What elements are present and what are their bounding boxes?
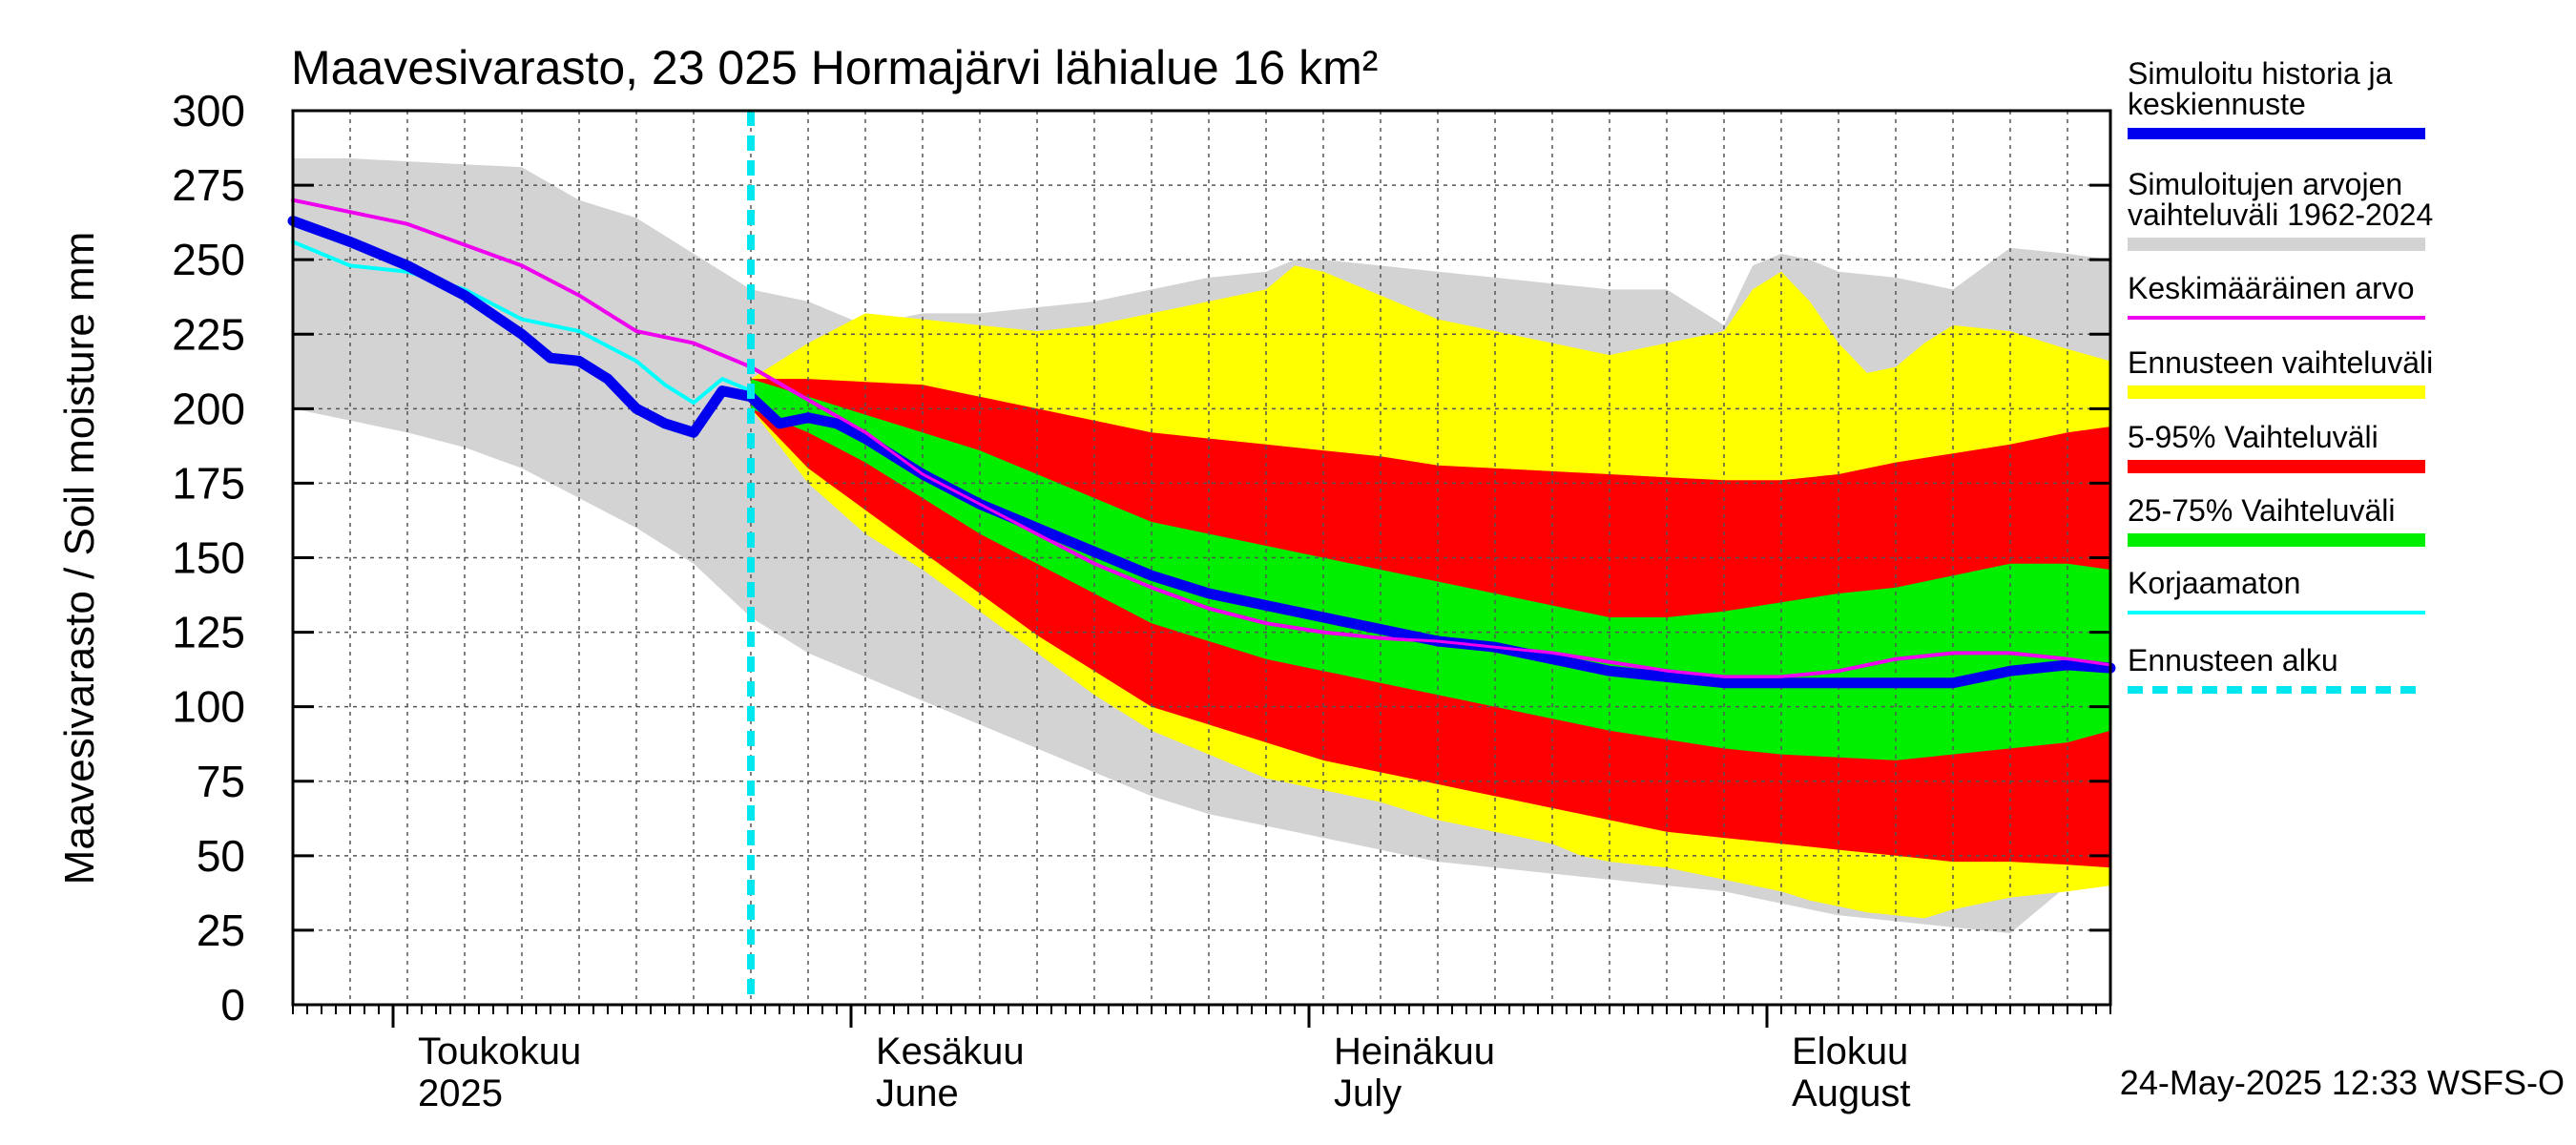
x-month-label: Heinäkuu: [1334, 1030, 1495, 1072]
series-layer: [287, 198, 2116, 689]
legend-label: Simuloitu historia ja: [2128, 56, 2393, 91]
y-tick-label: 150: [172, 533, 245, 583]
y-tick-label: 225: [172, 309, 245, 359]
band-p25-75: [751, 379, 2110, 760]
legend-label: Keskimääräinen arvo: [2128, 271, 2415, 305]
y-tick-label: 100: [172, 682, 245, 732]
legend-label: Ennusteen alku: [2128, 643, 2338, 677]
y-tick-label: 275: [172, 160, 245, 210]
y-axis-label: Maavesivarasto / Soil moisture mm: [56, 232, 103, 885]
series-mean-value-overlay: [292, 198, 2111, 678]
y-tick-label: 250: [172, 235, 245, 284]
legend-label: Ennusteen vaihteluväli: [2128, 345, 2433, 380]
legend-label: 5-95% Vaihteluväli: [2128, 420, 2379, 454]
x-month-sublabel: August: [1792, 1072, 1911, 1114]
series-uncorrected: [291, 239, 753, 406]
plot-area: [287, 109, 2116, 1007]
y-tick-label: 125: [172, 608, 245, 657]
x-month-sublabel: July: [1334, 1072, 1402, 1114]
x-month-sublabel: 2025: [418, 1072, 503, 1114]
series-simulated-history: [287, 216, 2116, 689]
x-month-label: Elokuu: [1792, 1030, 1908, 1072]
chart-title: Maavesivarasto, 23 025 Hormajärvi lähial…: [291, 41, 1378, 94]
gridlines: [293, 111, 2110, 1005]
x-month-sublabel: June: [876, 1072, 959, 1114]
legend-label: keskiennuste: [2128, 87, 2306, 121]
y-tick-label: 175: [172, 458, 245, 508]
legend-label: Simuloitujen arvojen: [2128, 167, 2402, 201]
x-month-label: Toukokuu: [418, 1030, 581, 1072]
x-month-label: Kesäkuu: [876, 1030, 1025, 1072]
y-tick-label: 300: [172, 86, 245, 135]
y-tick-label: 25: [197, 906, 245, 955]
legend-label: vaihteluväli 1962-2024: [2128, 198, 2433, 232]
y-tick-label: 50: [197, 831, 245, 881]
bands-layer: [293, 158, 2110, 933]
y-tick-label: 200: [172, 384, 245, 433]
legend-label: 25-75% Vaihteluväli: [2128, 493, 2395, 528]
legend-label: Korjaamaton: [2128, 566, 2300, 600]
y-axis: 0 25 50 75 100 125 150 175 200 225 250 275 300: [172, 86, 2110, 1030]
y-tick-label: 0: [220, 980, 245, 1030]
y-tick-label: 75: [197, 757, 245, 806]
footer-timestamp: 24-May-2025 12:33 WSFS-O: [2120, 1063, 2565, 1102]
